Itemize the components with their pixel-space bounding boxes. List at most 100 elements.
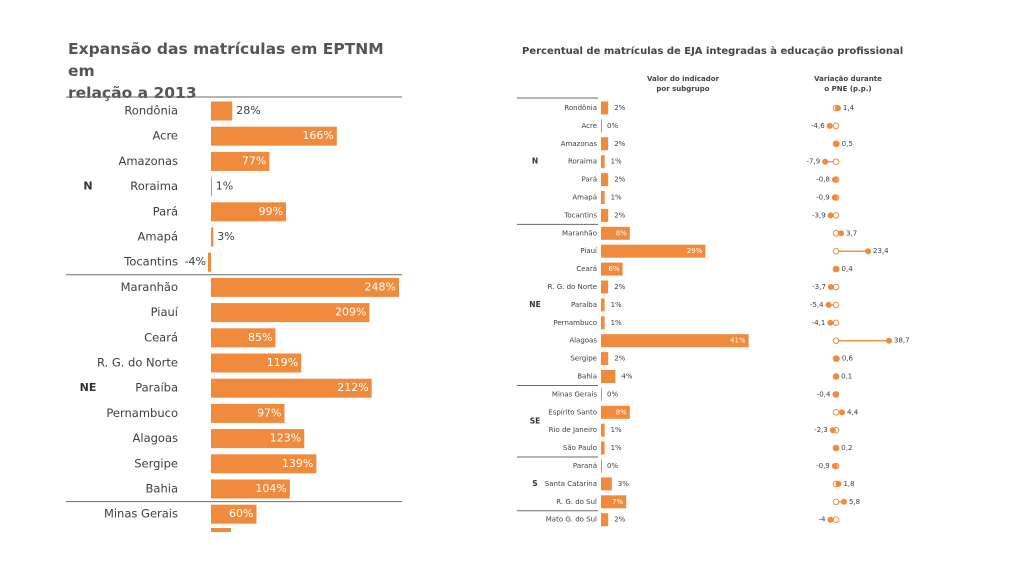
category-label: São Paulo (563, 444, 597, 452)
category-label: Bahia (577, 373, 597, 381)
change-end-marker (886, 337, 893, 344)
category-label: Bahia (146, 482, 178, 496)
bar (601, 155, 605, 169)
bar (601, 513, 609, 527)
bar (601, 370, 616, 383)
change-end-marker (826, 122, 833, 129)
data-label: 1% (611, 158, 622, 166)
change-end-marker (835, 480, 842, 487)
change-end-marker (838, 230, 845, 237)
bar (601, 244, 706, 258)
change-end-marker (865, 248, 872, 255)
bar (601, 423, 605, 437)
change-start-marker (832, 301, 840, 309)
bar (207, 252, 211, 272)
change-end-marker (833, 355, 840, 362)
bar (601, 334, 749, 348)
change-start-marker (832, 319, 840, 327)
category-label: Amapá (138, 230, 178, 244)
data-label: 1% (611, 301, 622, 309)
category-label: Pará (582, 176, 597, 184)
change-end-marker (833, 140, 840, 147)
bar (211, 403, 285, 423)
change-label: 1,8 (843, 480, 854, 488)
group-label: SE (530, 416, 541, 425)
bar (211, 151, 270, 171)
change-start-marker (832, 498, 840, 506)
category-label: Rondônia (564, 104, 597, 112)
data-label: 2% (614, 176, 625, 184)
bar (601, 495, 627, 509)
bar (211, 202, 287, 222)
change-start-marker (832, 212, 840, 219)
group-label: NE (80, 381, 97, 394)
bar (211, 277, 399, 297)
data-label: 209% (335, 306, 366, 319)
category-label: Maranhão (121, 280, 178, 294)
change-end-marker (827, 516, 834, 523)
category-label: Paraná (573, 462, 597, 470)
data-label: 7% (612, 498, 623, 506)
bar (601, 191, 605, 204)
bar (211, 328, 276, 348)
data-label: 104% (255, 482, 286, 495)
category-label: Maranhão (562, 229, 597, 237)
data-label: 119% (267, 356, 298, 369)
category-label: Amazonas (561, 140, 598, 148)
data-label: 28% (236, 104, 260, 117)
data-label: 0% (607, 122, 618, 130)
bar (601, 352, 609, 366)
data-label: 2% (614, 140, 625, 148)
change-label: 3,7 (846, 229, 857, 237)
data-label: 3% (618, 480, 629, 488)
bar (211, 303, 370, 323)
category-label: Roraima (568, 158, 597, 166)
category-label: Espírito Santo (548, 408, 597, 416)
category-label: Roraima (130, 179, 178, 193)
category-label: Amazonas (118, 154, 178, 168)
bar (211, 101, 233, 121)
change-end-marker (834, 105, 841, 111)
change-end-marker (831, 194, 838, 201)
bar (601, 137, 609, 151)
change-end-marker (831, 176, 838, 183)
bar (601, 441, 605, 455)
change-label: 0,1 (841, 373, 852, 381)
category-label: Acre (581, 122, 597, 130)
bar (601, 387, 602, 401)
category-label: Pernambuco (553, 319, 597, 327)
change-label: -4,1 (812, 319, 826, 327)
change-end-marker (833, 266, 840, 273)
category-label: Tocantins (563, 211, 597, 219)
category-label: Ceará (144, 330, 178, 344)
change-start-marker (832, 122, 840, 130)
change-end-marker (831, 463, 838, 469)
data-label: 85% (248, 331, 272, 344)
category-label: Sergipe (134, 456, 178, 470)
change-label: -3,9 (812, 211, 826, 219)
data-label: 3% (217, 230, 234, 243)
data-label: 0% (607, 462, 618, 470)
bar (211, 378, 372, 398)
change-end-marker (832, 391, 839, 398)
change-end-marker (829, 427, 836, 434)
category-label: Pernambuco (106, 406, 178, 420)
data-label: 1% (611, 194, 622, 202)
change-label: 38,7 (894, 337, 910, 345)
category-label: Alagoas (133, 431, 178, 445)
data-label: 1% (216, 180, 233, 193)
bar (601, 280, 609, 294)
data-label: 8% (616, 408, 627, 416)
bar (211, 177, 212, 197)
bar (601, 477, 612, 491)
group-label: S (532, 479, 537, 488)
category-label: R. G. do Sul (556, 498, 597, 506)
category-label: R. G. do Norte (97, 356, 178, 370)
bar (211, 227, 214, 247)
group-label: N (532, 157, 538, 166)
change-label: -0,4 (817, 390, 831, 398)
change-label: -0,9 (816, 462, 830, 470)
category-label: Pará (153, 204, 178, 218)
change-label: -3,7 (812, 283, 826, 291)
